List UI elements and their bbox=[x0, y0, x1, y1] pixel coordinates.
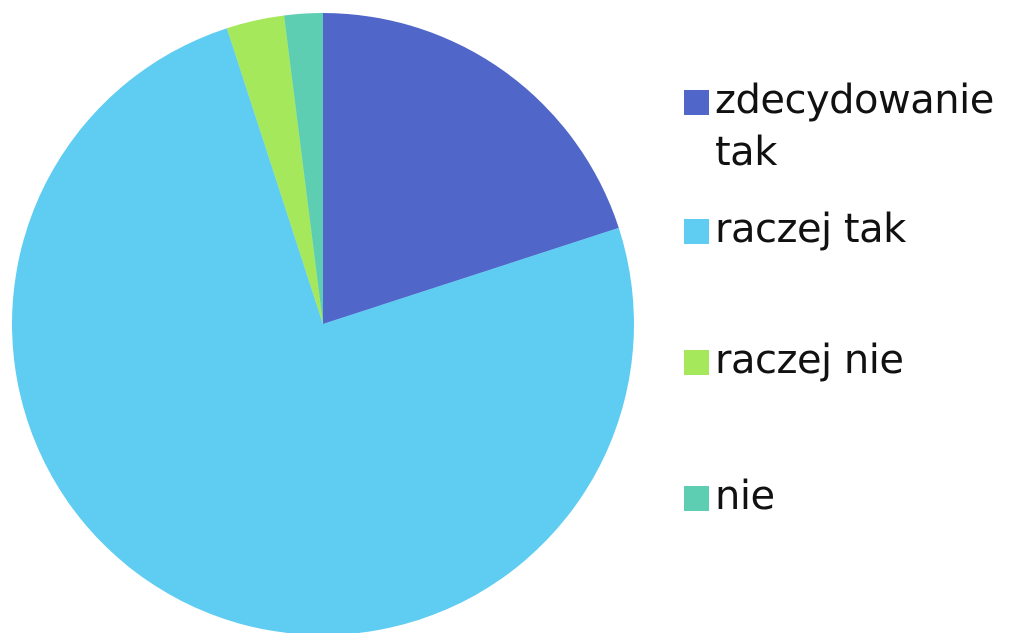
legend-swatch bbox=[684, 486, 709, 511]
legend-item-raczej-tak: raczej tak bbox=[684, 203, 1015, 255]
legend-swatch bbox=[684, 350, 709, 375]
legend-swatch bbox=[684, 90, 709, 115]
legend-label: zdecydowanie tak bbox=[715, 77, 994, 175]
pie-slice-nie bbox=[284, 13, 323, 324]
legend-label: raczej nie bbox=[715, 337, 904, 383]
legend-label: raczej tak bbox=[715, 206, 906, 252]
pie-slice-zdecydowanie-tak bbox=[323, 13, 619, 324]
chart-legend: zdecydowanie tak raczej tak raczej nie n… bbox=[684, 0, 1014, 633]
legend-item-zdecydowanie-tak: zdecydowanie tak bbox=[684, 74, 1015, 178]
pie-slice-raczej-nie bbox=[226, 15, 323, 324]
legend-item-nie: nie bbox=[684, 470, 1015, 522]
legend-label: nie bbox=[715, 473, 775, 519]
pie-slice-raczej-tak bbox=[12, 28, 634, 633]
legend-swatch bbox=[684, 219, 709, 244]
legend-item-raczej-nie: raczej nie bbox=[684, 334, 1015, 386]
